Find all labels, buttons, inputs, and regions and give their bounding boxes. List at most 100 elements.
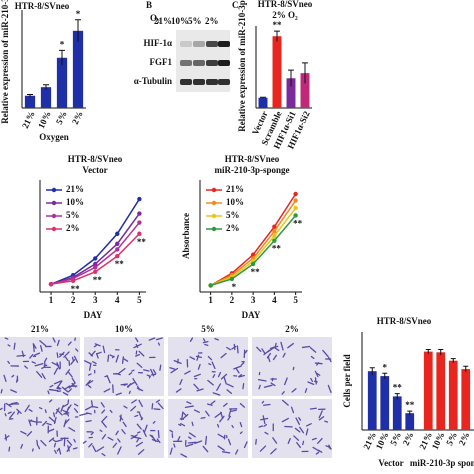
cell bbox=[68, 382, 76, 389]
blot-row-label: FGF1 bbox=[150, 57, 173, 67]
cell bbox=[239, 431, 243, 435]
cell bbox=[236, 345, 239, 354]
cell bbox=[296, 441, 301, 448]
cell bbox=[128, 390, 131, 394]
cell bbox=[56, 408, 63, 416]
micrograph-label: 21% bbox=[31, 324, 49, 334]
x-tick-label: 4 bbox=[272, 295, 277, 305]
annotation: ** bbox=[272, 244, 282, 254]
cell bbox=[136, 423, 142, 430]
x-tick-label: 3 bbox=[251, 295, 256, 305]
cell bbox=[101, 420, 107, 428]
cell bbox=[280, 341, 284, 351]
error-bar bbox=[369, 367, 375, 375]
blot-row-label: HIF-1α bbox=[143, 38, 172, 48]
annotation: ** bbox=[405, 400, 415, 410]
cell bbox=[63, 437, 66, 447]
cell bbox=[214, 338, 219, 341]
cell bbox=[148, 375, 151, 379]
cell bbox=[111, 355, 115, 359]
blot-band bbox=[206, 60, 218, 66]
cell bbox=[188, 436, 192, 440]
cell bbox=[228, 408, 232, 417]
annotation: * bbox=[60, 39, 65, 49]
cell bbox=[88, 442, 93, 448]
cell bbox=[239, 402, 246, 408]
cell bbox=[281, 399, 289, 406]
legend-marker bbox=[51, 200, 57, 206]
error-bar bbox=[75, 19, 81, 42]
cell bbox=[84, 360, 91, 365]
cell bbox=[314, 362, 323, 365]
legend-marker bbox=[51, 187, 57, 193]
cell bbox=[60, 404, 64, 412]
cell bbox=[102, 345, 106, 354]
cell bbox=[301, 345, 311, 349]
cell bbox=[67, 341, 72, 346]
blot-band bbox=[193, 60, 205, 66]
cell bbox=[291, 388, 297, 393]
point bbox=[293, 198, 298, 203]
cell bbox=[272, 354, 278, 361]
cell bbox=[0, 388, 3, 394]
cell bbox=[231, 424, 234, 429]
bar bbox=[448, 360, 458, 430]
cell bbox=[49, 389, 59, 392]
cell bbox=[55, 439, 63, 443]
point bbox=[93, 261, 98, 267]
cell bbox=[327, 384, 332, 394]
cell bbox=[152, 420, 156, 424]
cell bbox=[90, 431, 94, 436]
cell bbox=[75, 348, 79, 352]
cell bbox=[79, 412, 89, 417]
blot-band bbox=[218, 60, 230, 66]
cell bbox=[220, 352, 227, 359]
cell bbox=[270, 448, 277, 455]
cell bbox=[223, 376, 227, 385]
annotation: * bbox=[232, 282, 237, 292]
cell bbox=[220, 373, 228, 380]
cell bbox=[123, 383, 128, 386]
point bbox=[272, 238, 277, 243]
bar bbox=[300, 73, 310, 108]
cell bbox=[281, 391, 285, 395]
annotation: ** bbox=[251, 267, 261, 277]
x-axis-label: DAY bbox=[242, 310, 261, 320]
error-bar bbox=[407, 410, 413, 416]
cell bbox=[293, 435, 300, 441]
x-tick-label: 2% bbox=[70, 109, 85, 125]
chart-title: HTR-8/SVneo bbox=[377, 316, 432, 326]
cell bbox=[24, 365, 28, 369]
legend-label: 21% bbox=[226, 184, 244, 194]
point bbox=[70, 278, 76, 283]
cell bbox=[94, 343, 101, 347]
cell bbox=[282, 352, 286, 358]
cell bbox=[299, 426, 305, 434]
bar bbox=[56, 57, 68, 108]
cell bbox=[263, 384, 273, 388]
cell bbox=[115, 392, 122, 396]
cell bbox=[116, 372, 121, 376]
cell bbox=[170, 367, 179, 374]
cell bbox=[242, 383, 245, 390]
chart-title: HTR-8/SVneo bbox=[68, 154, 123, 164]
cell bbox=[130, 434, 137, 438]
chart-title: HTR-8/SVneo bbox=[258, 0, 313, 9]
point bbox=[293, 205, 298, 211]
cell bbox=[115, 354, 119, 363]
cell bbox=[193, 409, 200, 413]
cell bbox=[274, 342, 277, 348]
blot-lane-label: 10% bbox=[171, 16, 189, 26]
cell bbox=[137, 449, 145, 455]
point bbox=[250, 252, 256, 257]
cell bbox=[226, 346, 232, 351]
cell bbox=[49, 384, 54, 388]
cell bbox=[20, 443, 24, 449]
cell bbox=[99, 429, 103, 433]
point bbox=[93, 265, 98, 270]
cell bbox=[150, 368, 155, 377]
legend-marker bbox=[51, 226, 57, 232]
x-tick-label: 4 bbox=[115, 295, 120, 305]
error-bar bbox=[43, 84, 49, 90]
